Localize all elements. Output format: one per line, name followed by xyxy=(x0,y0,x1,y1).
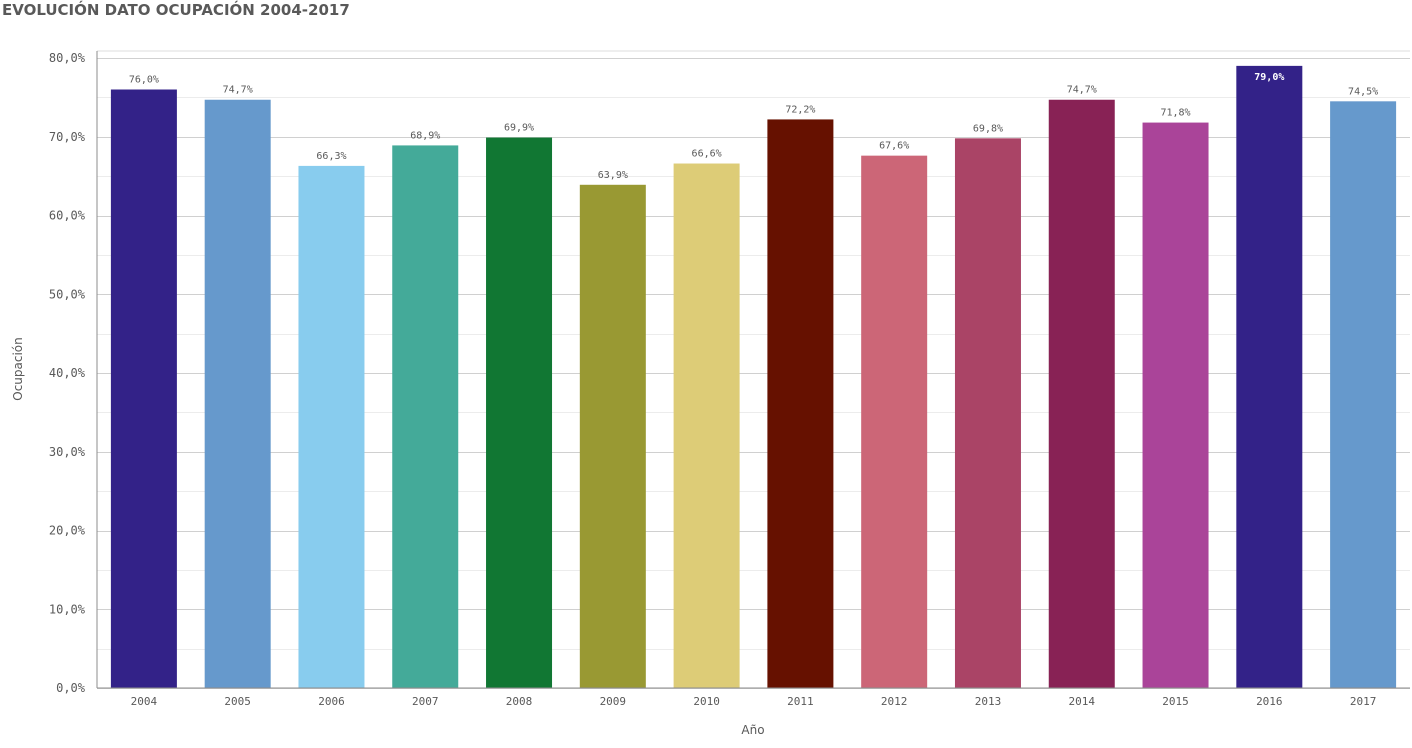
data-label-2006: 66,3% xyxy=(316,151,346,162)
bar-2004[interactable] xyxy=(110,89,177,689)
x-tick-label-2005: 2005 xyxy=(224,695,251,708)
data-label-2013: 69,8% xyxy=(973,123,1003,134)
gridlines xyxy=(97,50,1410,689)
y-tick-label: 30,0% xyxy=(49,445,86,459)
x-tick-label-2012: 2012 xyxy=(881,695,908,708)
chart-title: EVOLUCIÓN DATO OCUPACIÓN 2004-2017 xyxy=(2,1,350,19)
data-label-2017: 74,5% xyxy=(1348,86,1378,97)
bar-2016[interactable] xyxy=(1236,65,1303,688)
data-label-2016: 79,0% xyxy=(1254,72,1284,83)
bar-2015[interactable] xyxy=(1142,122,1209,688)
bars xyxy=(110,65,1397,689)
x-tick-label-2008: 2008 xyxy=(506,695,533,708)
bar-2008[interactable] xyxy=(486,137,553,689)
x-tick-label-2009: 2009 xyxy=(600,695,627,708)
data-label-2015: 71,8% xyxy=(1160,108,1190,119)
bar-2014[interactable] xyxy=(1048,99,1115,689)
bar-2005[interactable] xyxy=(204,99,271,689)
data-label-2010: 66,6% xyxy=(692,149,722,160)
y-tick-label: 70,0% xyxy=(49,130,86,144)
bar-2010[interactable] xyxy=(673,163,740,688)
x-axis-title: Año xyxy=(741,723,764,737)
bar-2009[interactable] xyxy=(579,184,646,688)
x-tick-label-2014: 2014 xyxy=(1069,695,1096,708)
bar-2012[interactable] xyxy=(861,155,928,688)
x-tick-label-2006: 2006 xyxy=(318,695,345,708)
x-tick-label-2016: 2016 xyxy=(1256,695,1283,708)
x-axis-ticks: 2004 2005 2006 2007 2008 2009 2010 2011 2012 2013… xyxy=(131,695,1377,708)
x-tick-label-2013: 2013 xyxy=(975,695,1002,708)
y-tick-label: 10,0% xyxy=(49,602,86,616)
data-label-2009: 63,9% xyxy=(598,170,628,181)
x-tick-label-2011: 2011 xyxy=(787,695,814,708)
y-tick-label: 40,0% xyxy=(49,366,86,380)
x-tick-label-2017: 2017 xyxy=(1350,695,1377,708)
data-label-2007: 68,9% xyxy=(410,130,440,141)
data-label-2012: 67,6% xyxy=(879,141,909,152)
y-tick-label: 60,0% xyxy=(49,209,86,223)
data-label-2004: 76,0% xyxy=(129,75,159,86)
bar-2011[interactable] xyxy=(767,119,834,689)
bar-2006[interactable] xyxy=(298,165,365,688)
x-tick-label-2010: 2010 xyxy=(693,695,720,708)
data-label-2014: 74,7% xyxy=(1067,85,1097,96)
bar-2013[interactable] xyxy=(954,138,1021,688)
bar-2007[interactable] xyxy=(392,145,459,689)
y-tick-label: 20,0% xyxy=(49,524,86,538)
data-label-2011: 72,2% xyxy=(785,104,815,115)
data-labels: 76,0% 74,7% 66,3% 68,9% 69,9% 63,9% 66,6% 72,2%… xyxy=(129,72,1378,181)
x-tick-label-2007: 2007 xyxy=(412,695,439,708)
y-tick-label: 0,0% xyxy=(56,681,86,695)
data-label-2005: 74,7% xyxy=(223,85,253,96)
x-tick-label-2015: 2015 xyxy=(1162,695,1189,708)
y-tick-label: 50,0% xyxy=(49,287,86,301)
x-tick-label-2004: 2004 xyxy=(131,695,158,708)
y-axis-title: Ocupación xyxy=(11,337,25,401)
y-axis-ticks: 0,0% 10,0% 20,0% 30,0% 40,0% 50,0% 60,0% 70,0% 8… xyxy=(49,51,86,695)
bar-2017[interactable] xyxy=(1330,101,1397,688)
data-label-2008: 69,9% xyxy=(504,123,534,134)
y-tick-label: 80,0% xyxy=(49,51,86,65)
